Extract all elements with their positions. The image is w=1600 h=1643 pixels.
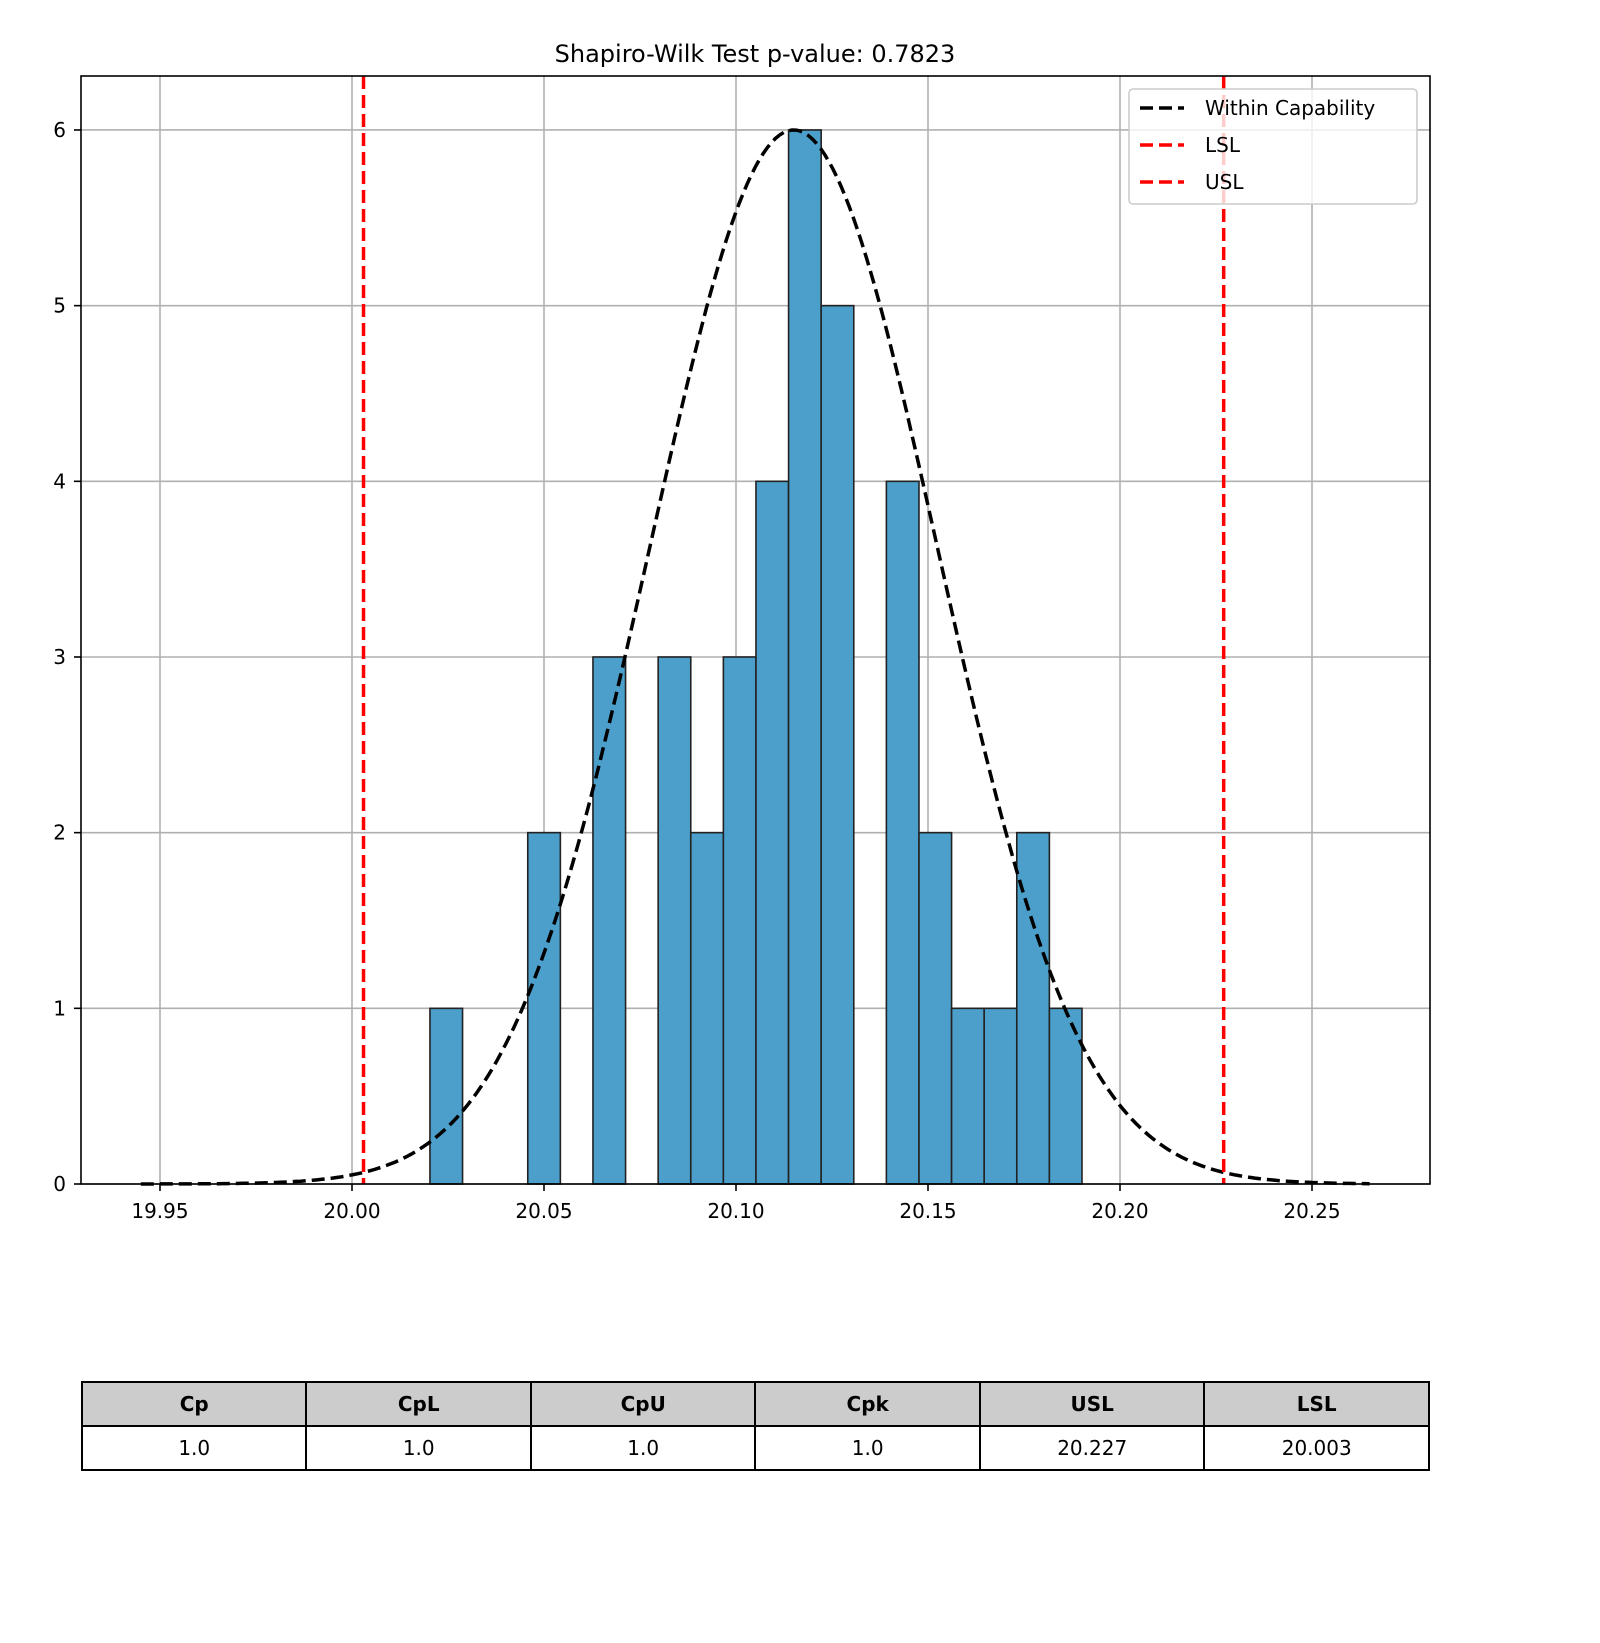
y-tick-label: 6 bbox=[53, 118, 66, 142]
histogram-bar bbox=[787, 129, 822, 1185]
capability-table: Cp CpL CpU Cpk USL LSL 1.0 1.0 1.0 1.0 20.227 20.0… bbox=[80, 1381, 1430, 1471]
table-cell-usl: 20.227 bbox=[978, 1425, 1206, 1471]
within-capability-curve bbox=[140, 128, 1370, 1186]
axis-ticks: 19.95 20.00 20.05 20.10 20.15 20.20 20.25 0 1 2 3 4… bbox=[53, 118, 1340, 1223]
histogram-bar bbox=[885, 480, 920, 1185]
legend-label: LSL bbox=[1205, 133, 1241, 157]
table-header-cpk: Cpk bbox=[754, 1381, 981, 1427]
legend-label: Within Capability bbox=[1205, 96, 1375, 120]
legend-box bbox=[1128, 88, 1418, 205]
histogram-bar bbox=[722, 656, 757, 1185]
histogram-bar bbox=[592, 656, 627, 1185]
table-header-row: Cp CpL CpU Cpk USL LSL bbox=[80, 1381, 1430, 1427]
histogram-bar bbox=[950, 1007, 985, 1185]
y-tick-label: 5 bbox=[53, 294, 66, 318]
table-cell-cpk: 1.0 bbox=[754, 1425, 981, 1471]
x-tick-label: 20.10 bbox=[707, 1199, 764, 1223]
x-tick-label: 20.00 bbox=[323, 1199, 380, 1223]
table-cell-lsl: 20.003 bbox=[1203, 1425, 1430, 1471]
histogram-bar bbox=[983, 1007, 1018, 1185]
histogram-bar bbox=[918, 831, 953, 1185]
histogram-bar bbox=[755, 480, 790, 1185]
histogram-bar bbox=[1048, 1007, 1083, 1185]
histogram-bar bbox=[689, 831, 725, 1185]
y-tick-label: 1 bbox=[53, 996, 66, 1020]
x-tick-label: 20.25 bbox=[1283, 1199, 1340, 1223]
table-row: 1.0 1.0 1.0 1.0 20.227 20.003 bbox=[80, 1425, 1430, 1471]
table-cell-cp: 1.0 bbox=[80, 1425, 308, 1471]
legend: Within Capability LSL USL bbox=[1128, 88, 1418, 205]
y-tick-label: 0 bbox=[53, 1172, 66, 1196]
y-tick-label: 2 bbox=[53, 821, 66, 845]
y-tick-label: 3 bbox=[53, 645, 66, 669]
table-header-cpu: CpU bbox=[529, 1381, 757, 1427]
x-tick-label: 20.20 bbox=[1091, 1199, 1148, 1223]
legend-label: USL bbox=[1205, 170, 1244, 194]
x-tick-label: 20.15 bbox=[899, 1199, 956, 1223]
x-tick-label: 20.05 bbox=[515, 1199, 572, 1223]
table-header-usl: USL bbox=[978, 1381, 1206, 1427]
table-header-lsl: LSL bbox=[1203, 1381, 1430, 1427]
chart-title: Shapiro-Wilk Test p-value: 0.7823 bbox=[555, 40, 956, 68]
histogram-bar bbox=[526, 831, 562, 1185]
histogram-bar bbox=[820, 304, 855, 1185]
x-tick-label: 19.95 bbox=[131, 1199, 188, 1223]
table-cell-cpl: 1.0 bbox=[305, 1425, 532, 1471]
table-header-cp: Cp bbox=[80, 1381, 308, 1427]
table-header-cpl: CpL bbox=[305, 1381, 532, 1427]
lines bbox=[140, 76, 1370, 1186]
histogram-bar bbox=[657, 656, 692, 1185]
plot-frame bbox=[80, 75, 1431, 1185]
y-tick-label: 4 bbox=[53, 469, 66, 493]
histogram-bar bbox=[429, 1007, 464, 1185]
table-cell-cpu: 1.0 bbox=[529, 1425, 757, 1471]
